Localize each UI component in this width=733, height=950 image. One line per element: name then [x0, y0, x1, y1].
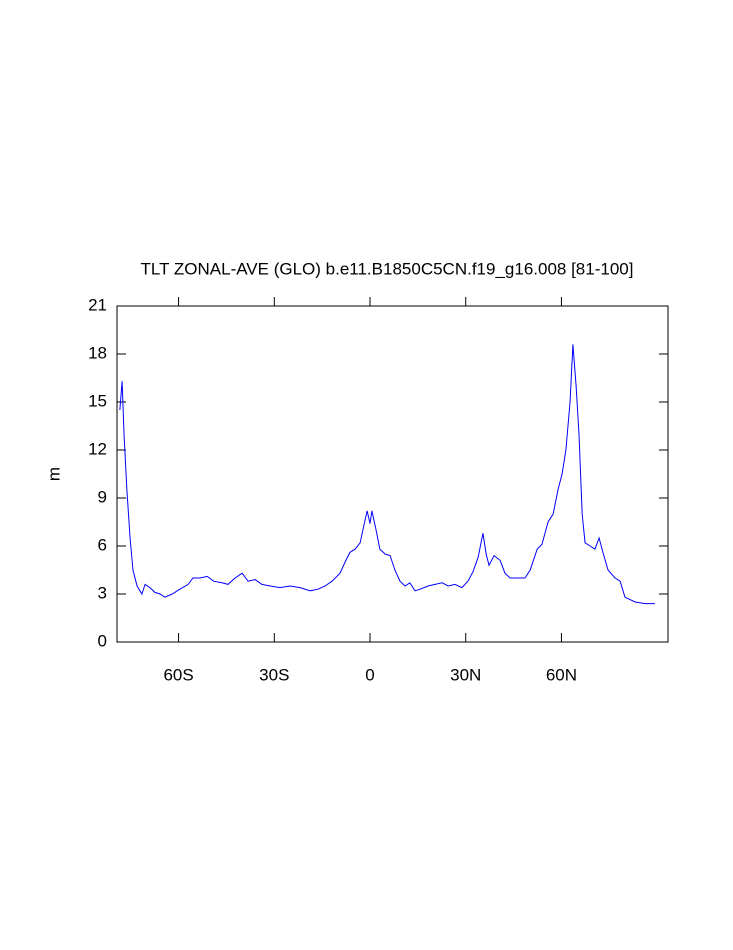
y-axis-label: m	[44, 467, 63, 481]
y-tick-label: 9	[98, 487, 107, 506]
plot-frame	[116, 305, 669, 643]
y-tick-label: 12	[88, 439, 107, 458]
y-tick-label: 3	[98, 583, 107, 602]
y-tick-label: 21	[88, 295, 107, 314]
chart-title: TLT ZONAL-AVE (GLO) b.e11.B1850C5CN.f19_…	[141, 259, 634, 278]
y-tick-label: 18	[88, 343, 107, 362]
y-tick-label: 15	[88, 391, 107, 410]
x-tick-label: 30S	[259, 665, 289, 684]
x-tick-label: 60S	[163, 665, 193, 684]
y-tick-label: 6	[98, 535, 107, 554]
data-line	[119, 344, 655, 605]
x-tick-label: 30N	[450, 665, 481, 684]
x-tick-label: 60N	[546, 665, 577, 684]
x-tick-label: 0	[365, 665, 374, 684]
y-tick-label: 0	[98, 631, 107, 650]
